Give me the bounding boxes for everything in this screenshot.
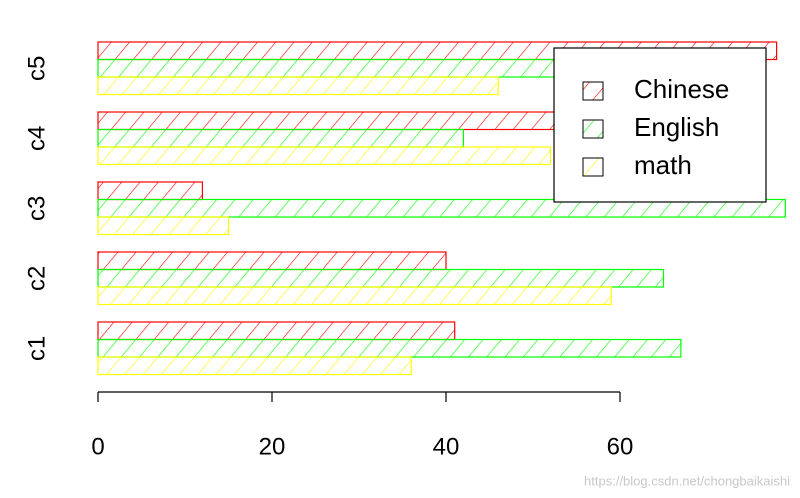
x-tick-label: 40 [433, 433, 460, 460]
legend-swatch [582, 119, 604, 139]
bar [97, 321, 456, 341]
legend-label: Chinese [634, 74, 729, 104]
bar [97, 356, 412, 376]
bar [97, 251, 447, 271]
y-tick-label: c5 [23, 56, 50, 81]
y-tick-label: c2 [23, 266, 50, 291]
legend: Chinese English math [553, 47, 767, 203]
bar [97, 338, 682, 358]
bar [97, 181, 204, 201]
watermark: https://blog.csdn.net/chongbaikaishi [584, 473, 790, 488]
bar [97, 216, 230, 236]
bar [97, 268, 665, 288]
x-tick-label: 0 [91, 433, 104, 460]
bar [97, 286, 612, 306]
bar [97, 146, 551, 166]
legend-label: math [634, 150, 692, 180]
bar [97, 76, 499, 96]
bar [97, 198, 786, 218]
y-tick-label: c1 [23, 336, 50, 361]
bar [97, 58, 621, 78]
x-tick-label: 60 [607, 433, 634, 460]
legend-swatch [582, 81, 604, 101]
legend-label: English [634, 112, 719, 142]
y-tick-label: c4 [23, 126, 50, 151]
bar [97, 128, 464, 148]
y-tick-label: c3 [23, 196, 50, 221]
legend-swatch [582, 157, 604, 177]
x-tick-label: 20 [259, 433, 286, 460]
